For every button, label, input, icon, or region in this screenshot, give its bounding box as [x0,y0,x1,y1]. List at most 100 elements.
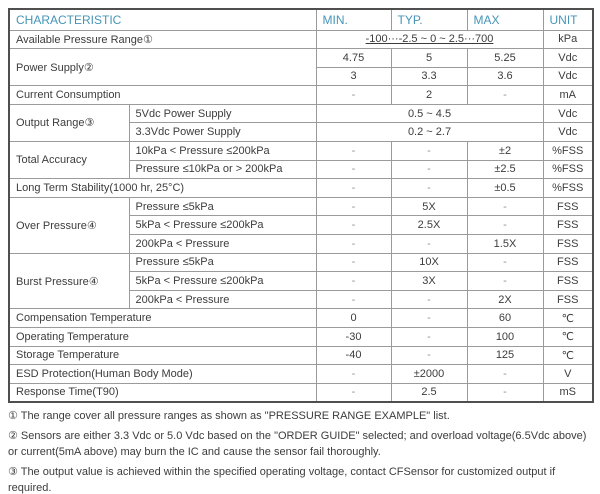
value-cell: 5 [390,48,468,68]
table-row: 200kPa < Pressure - -1.5X FSS [9,234,594,254]
value-cell: - [390,289,468,310]
characteristic-cell: 200kPa < Pressure [128,234,317,254]
characteristic-cell: Output Range③ [8,103,130,143]
value-cell: 3X [390,271,468,291]
characteristic-cell: Pressure ≤10kPa or > 200kPa [128,159,317,180]
table-row: Current Consumption -2- mA [8,85,594,105]
footnotes-section: ① The range cover all pressure ranges as… [8,408,592,494]
unit-cell: V [542,364,594,384]
table-row: ESD Protection(Human Body Mode) - ±2000- V [8,364,594,384]
unit-cell: FSS [542,271,594,291]
value-cell: - [390,141,468,161]
value-cell: - [315,271,392,291]
table-row: Compensation Temperature 0-60 ℃ [8,308,594,328]
unit-cell: Vdc [542,122,594,143]
value-cell: 10X [390,252,468,273]
value-cell: - [466,364,544,384]
unit-cell: ℃ [542,308,594,328]
value-cell: 1.5X [466,234,544,254]
characteristic-cell: 10kPa < Pressure ≤200kPa [128,141,317,161]
value-cell: 3.3 [390,66,468,87]
table-header-row: CHARACTERISTIC MIN. TYP. MAX UNIT [8,8,594,31]
value-cell: - [315,289,392,310]
unit-cell: Vdc [542,103,594,124]
value-cell: 2 [390,85,468,105]
value-cell: 5X [390,196,468,217]
table-row: 5kPa < Pressure ≤200kPa -2.5X - FSS [9,215,594,236]
table-row: Burst Pressure④ Pressure ≤5kPa -10X - FSS [8,252,594,310]
table-row: Available Pressure Range① -100···-2.5 ~ 0… [8,29,594,50]
value-cell: - [315,178,392,198]
value-cell: - [390,327,468,347]
characteristic-cell: 5kPa < Pressure ≤200kPa [128,215,317,236]
characteristic-cell: Current Consumption [8,85,317,105]
value-cell: 0 [315,308,392,328]
value-cell: 0.5 ~ 4.5 [315,103,544,124]
value-cell: 125 [466,345,544,366]
value-cell: - [466,196,544,217]
value-cell: - [315,234,392,254]
unit-cell: mA [542,85,594,105]
value-cell: 3 [315,66,392,87]
value-cell: 5.25 [466,48,544,68]
value-cell: - [390,159,468,180]
unit-cell: %FSS [542,178,594,198]
characteristic-cell: 200kPa < Pressure [128,289,317,310]
table-row: Output Range③ 5Vdc Power Supply 0.5 ~ 4.5 V… [8,103,594,143]
value-cell: - [315,364,392,384]
footnote-3: ③ The output value is achieved within th… [8,465,556,494]
value-cell: - [390,345,468,366]
header-typ: TYP. [390,8,468,31]
value-cell: - [466,382,544,403]
table-row: Response Time(T90) -2.5- mS [8,382,594,403]
unit-cell: FSS [542,289,594,310]
characteristic-cell: Available Pressure Range① [8,29,317,50]
value-cell: - [466,215,544,236]
value-cell: 2X [466,289,544,310]
value-cell: - [315,159,392,180]
header-characteristic: CHARACTERISTIC [8,8,317,31]
characteristic-cell: Pressure ≤5kPa [128,196,317,217]
unit-cell: Vdc [542,66,594,87]
spec-table: CHARACTERISTIC MIN. TYP. MAX UNIT Availa… [8,8,594,403]
characteristic-cell: Burst Pressure④ [8,252,130,310]
unit-cell: ℃ [542,327,594,347]
value-cell: - [315,196,392,217]
value-cell: ±2 [466,141,544,161]
characteristic-cell: Pressure ≤5kPa [128,252,317,273]
characteristic-cell: Long Term Stability(1000 hr, 25°C) [8,178,317,198]
characteristic-cell: Compensation Temperature [8,308,317,328]
value-cell: - [466,252,544,273]
unit-cell: ℃ [542,345,594,366]
table-row: 200kPa < Pressure - -2X FSS [9,289,594,310]
unit-cell: %FSS [542,141,594,161]
header-max: MAX [466,8,544,31]
header-min: MIN. [315,8,392,31]
characteristic-cell: Over Pressure④ [8,196,130,254]
value-cell: - [390,308,468,328]
table-row: Operating Temperature -30-100 ℃ [8,327,594,347]
footnote-2: ② Sensors are either 3.3 Vdc or 5.0 Vdc … [8,429,587,458]
characteristic-cell: ESD Protection(Human Body Mode) [8,364,317,384]
value-cell: 4.75 [315,48,392,68]
value-cell: - [390,234,468,254]
value-cell: - [315,85,392,105]
value-cell: - [390,178,468,198]
footnote-1: ① The range cover all pressure ranges as… [8,409,450,422]
value-cell: - [315,382,392,403]
table-row: 5kPa < Pressure ≤200kPa -3X - FSS [9,271,594,291]
table-row: Total Accuracy 10kPa < Pressure ≤200kPa - -… [8,141,594,180]
value-cell: - [315,252,392,273]
characteristic-cell: Storage Temperature [8,345,317,366]
unit-cell: FSS [542,196,594,217]
header-unit: UNIT [542,8,594,31]
characteristic-cell: Operating Temperature [8,327,317,347]
value-cell: - [466,271,544,291]
unit-cell: FSS [542,215,594,236]
unit-cell: %FSS [542,159,594,180]
unit-cell: kPa [542,29,594,50]
table-row: Over Pressure④ Pressure ≤5kPa -5X - FSS [8,196,594,254]
unit-cell: Vdc [542,48,594,68]
value-cell: 3.6 [466,66,544,87]
